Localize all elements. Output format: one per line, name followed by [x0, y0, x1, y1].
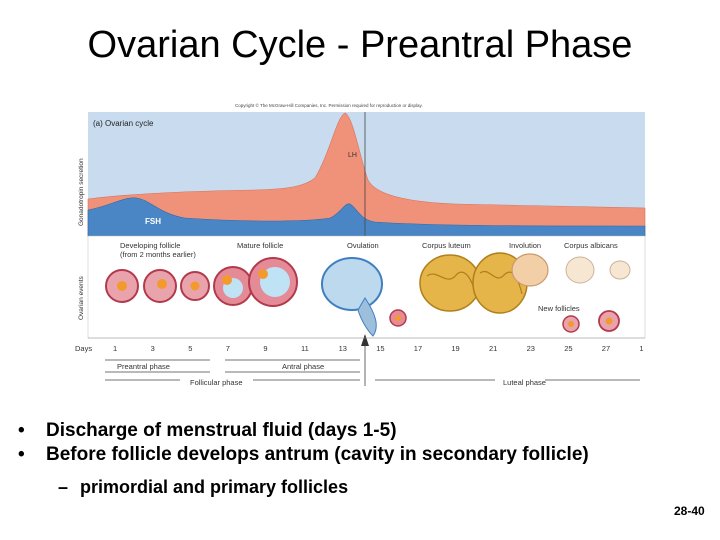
days-row: 1 3 5 7 9 11 13 15 17 19 21 23 25 27 1	[113, 344, 644, 353]
event-developing-line1: Developing follicle	[120, 241, 180, 250]
bullet-item-1: • Discharge of menstrual fluid (days 1-5…	[18, 419, 658, 443]
event-label-involution: Involution	[509, 241, 541, 250]
day-tick-label: 27	[602, 344, 610, 353]
y-label-gonadotropin: Gonadotropin secretion	[78, 158, 85, 226]
event-developing-line2: (from 2 months earlier)	[120, 250, 196, 259]
lh-curve	[87, 112, 646, 237]
corpus-albicans	[565, 256, 631, 284]
day-tick-label: 9	[263, 344, 267, 353]
event-label-developing: Developing follicle (from 2 months earli…	[120, 241, 196, 259]
ovulation-arrow	[361, 334, 369, 346]
phase-luteal: Luteal phase	[503, 378, 546, 387]
fsh-curve	[87, 197, 646, 237]
day-tick-label: 19	[451, 344, 459, 353]
antral-follicle-1	[213, 266, 253, 306]
day-tick-label: 11	[301, 344, 309, 353]
slide-number: 28-40	[674, 504, 705, 518]
panel-label: (a) Ovarian cycle	[93, 119, 154, 128]
day-tick-label: 13	[339, 344, 347, 353]
corpus-luteum-1	[419, 254, 481, 312]
sub-bullet-text-1: primordial and primary follicles	[80, 477, 349, 497]
event-label-corpus-albicans: Corpus albicans	[564, 241, 618, 250]
event-label-ovulation: Ovulation	[347, 241, 379, 250]
bullet-dot: •	[18, 444, 25, 465]
bullet-text-1: Discharge of menstrual fluid (days 1-5)	[46, 420, 397, 441]
developing-follicle-2	[143, 269, 177, 303]
phase-follicular: Follicular phase	[190, 378, 243, 387]
antral-follicle-2	[248, 257, 298, 307]
fsh-label: FSH	[145, 217, 161, 226]
day-tick-label: 3	[151, 344, 155, 353]
day-tick-label: 17	[414, 344, 422, 353]
day-tick-label: 15	[376, 344, 384, 353]
phase-preantral: Preantral phase	[117, 362, 170, 371]
bullet-dot: •	[18, 420, 25, 441]
bullet-text-2: Before follicle develops antrum (cavity …	[46, 444, 589, 465]
phase-antral: Antral phase	[282, 362, 324, 371]
day-tick-label: 25	[564, 344, 572, 353]
involution-body	[511, 253, 549, 287]
days-label: Days	[75, 344, 92, 353]
lh-label: LH	[348, 152, 357, 159]
event-label-corpus-luteum: Corpus luteum	[422, 241, 471, 250]
day-tick-label: 21	[489, 344, 497, 353]
day-tick-label: 5	[188, 344, 192, 353]
developing-follicle-3	[180, 271, 210, 301]
day-tick-label: 1	[113, 344, 117, 353]
developing-follicle-1	[105, 269, 139, 303]
copyright-text: Copyright © The McGraw-Hill Companies, I…	[235, 102, 423, 108]
slide-title: Ovarian Cycle - Preantral Phase	[87, 24, 633, 66]
bullet-list: • Discharge of menstrual fluid (days 1-5…	[18, 419, 658, 499]
bullet-item-2: • Before follicle develops antrum (cavit…	[18, 443, 658, 467]
day-tick-label: 7	[226, 344, 230, 353]
ovarian-cycle-svg: Copyright © The McGraw-Hill Companies, I…	[75, 102, 646, 387]
ovarian-cycle-figure: Copyright © The McGraw-Hill Companies, I…	[75, 98, 647, 390]
new-follicle-2	[598, 310, 620, 332]
ovulating-follicle	[321, 257, 407, 337]
new-follicles-label: New follicles	[538, 304, 580, 313]
y-label-ovarian-events: Ovarian events	[78, 276, 85, 320]
new-follicle-1	[562, 315, 580, 333]
sub-bullet-item-1: – primordial and primary follicles	[58, 475, 658, 499]
day-tick-label: 23	[527, 344, 535, 353]
event-label-mature: Mature follicle	[237, 241, 283, 250]
sub-bullet-dash: –	[58, 477, 69, 497]
day-tick-label: 1	[639, 344, 643, 353]
